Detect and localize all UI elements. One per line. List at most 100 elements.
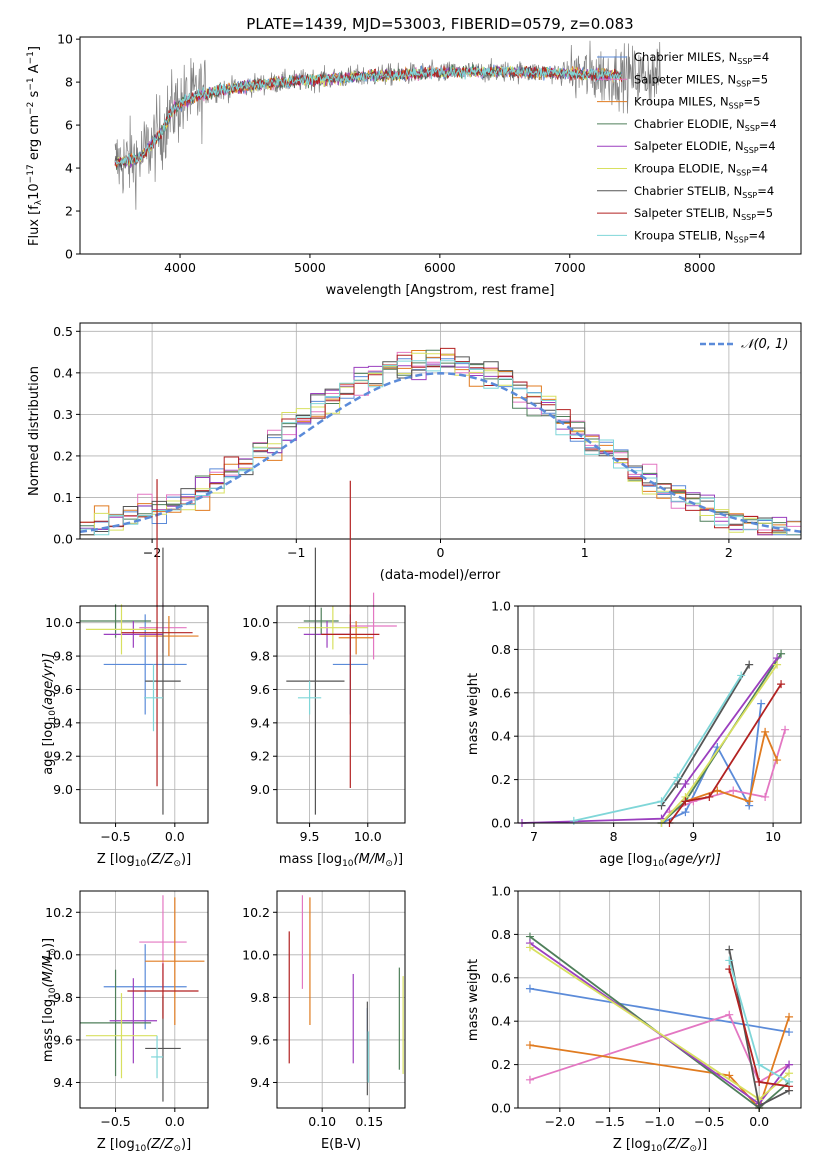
age-z-ylabel: age [log10(age/yr)] bbox=[41, 653, 58, 775]
residual-ytick-label: 0.3 bbox=[53, 407, 73, 422]
label-part: =5 bbox=[756, 206, 773, 220]
label-part: SSP bbox=[737, 57, 752, 66]
residual-legend: 𝒩(0, 1) bbox=[700, 337, 788, 352]
legend-label-6: Chabrier STELIB, NSSP=4 bbox=[634, 184, 774, 200]
label-part: mass [log bbox=[41, 999, 56, 1062]
residual-histogram-7 bbox=[80, 347, 801, 536]
spectrum-ylabel: Flux [fλ10−17 erg cm−2 s−1 A−1] bbox=[26, 46, 44, 246]
age-vs-mass-panel: 9.5 10.0 9.0 9.2 9.4 9.6 9.8 10.0 mass [log10(M/… bbox=[242, 480, 406, 869]
label-part: age [log bbox=[41, 722, 56, 775]
weight-z-ytick-label: 0.6 bbox=[491, 970, 511, 985]
weight-age-frame bbox=[517, 605, 802, 824]
spectrum-xtick-label: 4000 bbox=[164, 260, 196, 275]
spectrum-xtick-label: 7000 bbox=[554, 260, 586, 275]
label-part: )] bbox=[393, 852, 403, 867]
mass-ebv-xlabel: E(B-V) bbox=[321, 1137, 361, 1152]
residual-panel: −2 −1 0 1 2 0.0 0.1 0.2 0.3 0.4 0.5 (data-model)/e… bbox=[27, 322, 802, 583]
weight-z-point bbox=[785, 1012, 794, 1021]
weight-age-point bbox=[745, 797, 754, 806]
mass-ebv-ytick-label: 10.0 bbox=[242, 947, 270, 962]
label-part: SSP bbox=[736, 169, 751, 178]
label-part: Kroupa ELODIE, N bbox=[634, 162, 736, 176]
age-z-ytick-label: 9.2 bbox=[53, 749, 73, 764]
label-part: SSP bbox=[729, 102, 744, 111]
label-part: 10 bbox=[342, 859, 354, 869]
label-part: 10 bbox=[135, 859, 147, 869]
residual-ticks: −2 −1 0 1 2 0.0 0.1 0.2 0.3 0.4 0.5 bbox=[53, 324, 733, 560]
age-mass-ytick-label: 9.2 bbox=[250, 749, 270, 764]
spectrum-xlabel: wavelength [Angstrom, rest frame] bbox=[326, 283, 555, 298]
weight-age-ylabel: mass weight bbox=[466, 673, 481, 755]
label-part: SSP bbox=[742, 191, 757, 200]
weight-age-point bbox=[681, 808, 690, 817]
label-part: ⊙ bbox=[385, 859, 393, 869]
age-mass-xtick-label: 10.0 bbox=[354, 829, 382, 844]
residual-ylabel: Normed distribution bbox=[27, 366, 42, 496]
weight-age-point bbox=[761, 727, 770, 736]
weight-age-xtick-label: 8 bbox=[610, 829, 618, 844]
mass-z-ytick-label: 9.8 bbox=[53, 990, 73, 1005]
label-part: =4 bbox=[751, 162, 768, 176]
label-part: (Z/Z bbox=[662, 1137, 690, 1152]
weight-z-xlabel: Z [log10(Z/Z⊙)] bbox=[613, 1137, 707, 1154]
weight-age-line-8 bbox=[573, 674, 742, 822]
label-part: 10 bbox=[651, 1144, 663, 1154]
label-part: 10 bbox=[48, 710, 58, 722]
residual-ytick-label: 0.4 bbox=[53, 365, 73, 380]
age-mass-ytick-label: 10.0 bbox=[242, 615, 270, 630]
mass-z-ytick-label: 10.2 bbox=[45, 905, 73, 920]
weight-age-point bbox=[673, 773, 682, 782]
weight-age-ytick-label: 0.6 bbox=[491, 685, 511, 700]
legend-label-4: Salpeter ELODIE, NSSP=4 bbox=[634, 139, 776, 155]
label-part: =4 bbox=[760, 117, 777, 131]
normal-legend-label: 𝒩(0, 1) bbox=[741, 337, 788, 352]
weight-age-ytick-label: 0.0 bbox=[491, 816, 511, 831]
age-z-ytick-label: 9.8 bbox=[53, 649, 73, 664]
mass-vs-extinction-panel: 0.10 0.15 9.4 9.6 9.8 10.0 10.2 E(B-V) bbox=[242, 890, 406, 1152]
weight-z-point bbox=[755, 1077, 764, 1086]
weight-age-xtick-label: 7 bbox=[530, 829, 538, 844]
weight-age-line-4 bbox=[521, 657, 778, 824]
age-mass-xtick-label: 9.5 bbox=[300, 829, 320, 844]
label-part: SSP bbox=[744, 146, 759, 155]
weight-z-ytick-label: 1.0 bbox=[491, 884, 511, 899]
label-part: Salpeter MILES, N bbox=[634, 72, 736, 86]
weight-age-point bbox=[757, 699, 766, 708]
label-part: =4 bbox=[757, 184, 774, 198]
mass-ebv-ytick-label: 9.6 bbox=[250, 1032, 270, 1047]
age-vs-metallicity-panel: −0.5 0.09.09.29.49.69.810.0Z [log10(Z/Z⊙)… bbox=[41, 479, 209, 869]
label-part: age [log bbox=[599, 852, 652, 867]
mass-vs-metallicity-panel: −0.5 0.09.49.69.810.010.2Z [log10(Z/Z⊙)]m… bbox=[41, 890, 209, 1154]
weight-age-ytick-label: 0.8 bbox=[491, 642, 511, 657]
label-part: =4 bbox=[749, 228, 766, 242]
legend-label-0: Chabrier MILES, NSSP=4 bbox=[634, 50, 769, 66]
age-mass-ytick-label: 9.4 bbox=[250, 715, 270, 730]
weight-age-xtick-label: 10 bbox=[765, 829, 781, 844]
label-part: )] bbox=[181, 1137, 191, 1152]
legend-label-2: Kroupa MILES, NSSP=5 bbox=[634, 95, 760, 111]
weight-z-xtick-label: 0.0 bbox=[749, 1114, 769, 1129]
label-part: ⊙ bbox=[173, 859, 181, 869]
residual-ytick-label: 0.5 bbox=[53, 324, 73, 339]
label-part: SSP bbox=[745, 124, 760, 133]
label-part: )] bbox=[41, 938, 56, 948]
label-part: Z [log bbox=[613, 1137, 651, 1152]
age-z-xtick-label: 0.0 bbox=[165, 829, 185, 844]
mass-z-xlabel: Z [log10(Z/Z⊙)] bbox=[97, 1137, 191, 1154]
weight-age-point bbox=[761, 792, 770, 801]
weight-z-point bbox=[725, 956, 734, 965]
weight-z-xtick-label: −2.0 bbox=[545, 1114, 575, 1129]
weight-age-point bbox=[705, 792, 714, 801]
weight-z-ylabel: mass weight bbox=[466, 959, 481, 1041]
weight-age-ytick-label: 1.0 bbox=[491, 599, 511, 614]
spectrum-xtick-label: 8000 bbox=[684, 260, 716, 275]
label-part: (age/yr)] bbox=[664, 852, 721, 867]
weight-age-point bbox=[781, 725, 790, 734]
age-mass-ytick-label: 9.6 bbox=[250, 682, 270, 697]
residual-ytick-label: 0.2 bbox=[53, 448, 73, 463]
label-part: mass [log bbox=[279, 852, 342, 867]
label-part: Salpeter STELIB, N bbox=[634, 206, 741, 220]
label-part: Chabrier MILES, N bbox=[634, 50, 737, 64]
